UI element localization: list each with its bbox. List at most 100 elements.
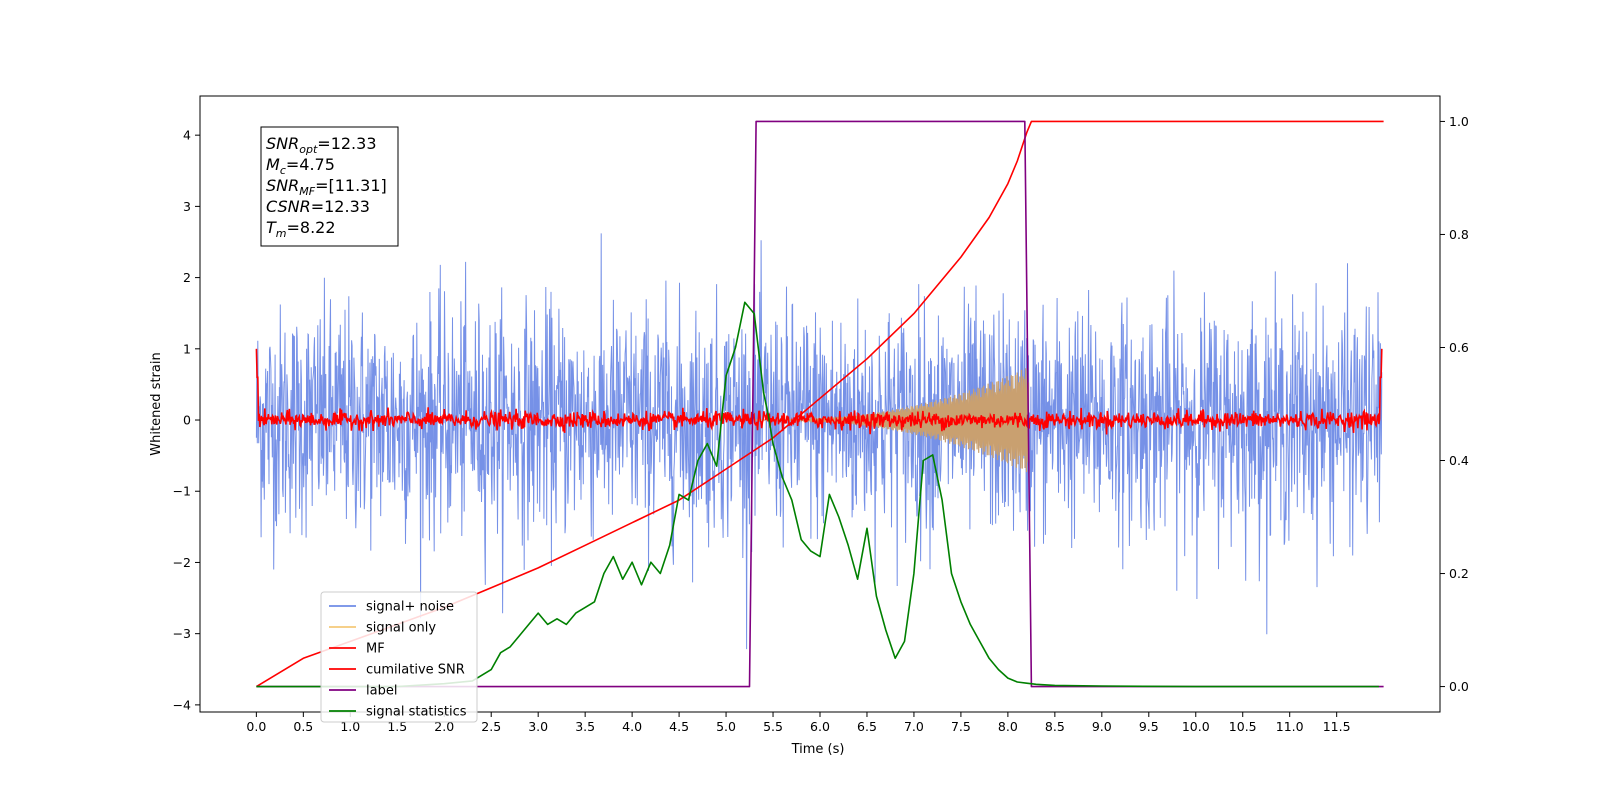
annotation-tm: Tm=8.22 [266,218,336,240]
x-tick-label: 2.5 [481,719,501,734]
x-tick-label: 11.0 [1276,719,1304,734]
x-tick-label: 1.5 [387,719,407,734]
legend-entry: MF [329,642,385,657]
x-tick: 0.0 [246,712,266,734]
x-tick: 4.0 [622,712,642,734]
y2-tick-label: 0.0 [1449,679,1469,694]
y-axis-ticks: 4 3 2 1 0 −1 −2 −3 −4 [173,128,200,712]
x-tick-label: 10.0 [1182,719,1210,734]
x-axis-ticks: 0.0 0.5 1.0 1.5 2.0 2.5 3.0 3.5 4.0 4.5 5.0 5.5 6.0 6… [246,712,1351,734]
series-mf [255,348,1383,435]
legend-label: signal+ noise [366,600,454,615]
y-tick: −2 [173,555,200,570]
x-tick-label: 10.5 [1229,719,1257,734]
legend-label: label [366,684,397,699]
y-tick-label: 3 [183,199,191,214]
x-axis-label: Time (s) [791,742,845,757]
y2-tick: 0.0 [1440,679,1469,694]
y2-tick: 0.2 [1440,566,1469,581]
x-tick-label: 6.0 [810,719,830,734]
x-tick: 7.5 [951,712,971,734]
y-tick-label: −3 [173,626,191,641]
y2-axis-ticks: 1.0 0.8 0.6 0.4 0.2 0.0 [1440,114,1469,694]
legend-entry: cumilative SNR [329,663,465,678]
x-tick: 11.5 [1323,712,1351,734]
y2-tick: 0.8 [1440,227,1469,242]
y-axis-label: Whitened strain [149,352,164,455]
x-tick: 5.5 [763,712,783,734]
y-tick-label: −4 [173,697,191,712]
x-tick-label: 7.5 [951,719,971,734]
y-tick: 4 [183,128,200,143]
annotation-box: SNRopt=12.33 Mc=4.75 SNRMF=[11.31] CSNR=… [260,126,399,247]
x-tick: 10.0 [1182,712,1210,734]
x-tick: 0.5 [293,712,313,734]
legend-entry: label [329,684,397,699]
x-tick-label: 0.0 [246,719,266,734]
y2-tick-label: 0.8 [1449,227,1469,242]
x-tick: 9.0 [1092,712,1112,734]
y2-tick-label: 0.2 [1449,566,1469,581]
x-tick-label: 4.5 [669,719,689,734]
y-tick: 3 [183,199,200,214]
y-tick-label: 4 [183,128,191,143]
x-tick-label: 7.0 [904,719,924,734]
y-tick: 0 [183,413,200,428]
annotation-snr-mf: SNRMF=[11.31] [266,176,387,198]
y2-tick: 1.0 [1440,114,1469,129]
x-tick-label: 9.0 [1092,719,1112,734]
x-tick: 2.5 [481,712,501,734]
y2-tick-label: 0.6 [1449,340,1469,355]
y-tick: −4 [173,697,200,712]
y-tick: 1 [183,341,200,356]
legend-label: signal statistics [366,705,467,720]
y-tick-label: −1 [173,484,191,499]
annotation-mc: Mc=4.75 [266,155,335,177]
legend-label: signal only [366,621,436,636]
x-tick: 11.0 [1276,712,1304,734]
x-tick-label: 8.5 [1045,719,1065,734]
x-tick: 5.0 [716,712,736,734]
x-tick: 6.0 [810,712,830,734]
y-tick: −1 [173,484,200,499]
x-tick: 7.0 [904,712,924,734]
x-tick: 4.5 [669,712,689,734]
x-tick: 3.5 [575,712,595,734]
x-tick-label: 8.0 [998,719,1018,734]
legend-entry: signal+ noise [329,600,454,615]
x-tick: 10.5 [1229,712,1257,734]
x-tick-label: 3.0 [528,719,548,734]
y-tick-label: −2 [173,555,191,570]
x-tick: 3.0 [528,712,548,734]
x-tick-label: 5.5 [763,719,783,734]
legend-entry: signal statistics [329,705,467,720]
x-tick-label: 9.5 [1139,719,1159,734]
legend-label: cumilative SNR [366,663,465,678]
legend-entry: signal only [329,621,436,636]
x-tick-label: 5.0 [716,719,736,734]
y-tick-label: 2 [183,270,191,285]
y-tick-label: 1 [183,341,191,356]
series-signal-noise [255,233,1383,650]
y-tick-label: 0 [183,413,191,428]
x-tick: 8.5 [1045,712,1065,734]
x-tick: 6.5 [857,712,877,734]
legend-label: MF [366,642,385,657]
x-tick-label: 2.0 [434,719,454,734]
x-tick-label: 3.5 [575,719,595,734]
y-tick: −3 [173,626,200,641]
x-tick-label: 0.5 [293,719,313,734]
y2-tick: 0.4 [1440,453,1469,468]
y-tick: 2 [183,270,200,285]
y2-tick-label: 1.0 [1449,114,1469,129]
y2-tick: 0.6 [1440,340,1469,355]
x-tick: 8.0 [998,712,1018,734]
x-tick-label: 4.0 [622,719,642,734]
x-tick-label: 6.5 [857,719,877,734]
annotation-snr-opt: SNRopt=12.33 [266,134,377,156]
annotation-csnr: CSNR=12.33 [266,197,370,216]
y2-tick-label: 0.4 [1449,453,1469,468]
x-tick-label: 1.0 [340,719,360,734]
series-signal-statistics [256,301,1379,688]
